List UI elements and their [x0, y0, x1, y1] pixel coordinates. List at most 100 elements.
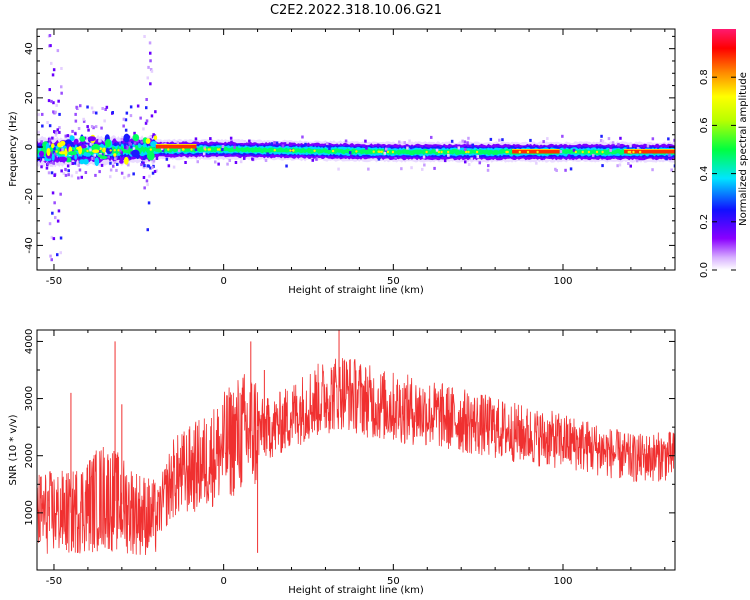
heatmap-speck [58, 126, 61, 130]
snr-x-ticks: -50 0 50 100 [46, 330, 666, 587]
heatmap-speck [430, 135, 433, 139]
heatmap-speck [80, 175, 83, 179]
heatmap-speck [49, 254, 52, 258]
heatmap-speck [47, 171, 51, 175]
heatmap-speck [636, 147, 640, 150]
heatmap-speck [91, 141, 94, 145]
heatmap-speck [87, 128, 90, 132]
heatmap-speck [457, 146, 460, 150]
heatmap-speck [147, 201, 151, 205]
heatmap-speck [609, 148, 612, 152]
heatmap-speck [668, 153, 671, 157]
heatmap-speck [167, 164, 171, 168]
heatmap-speck [50, 163, 53, 167]
heatmap-speck [140, 163, 143, 167]
heatmap-speck [113, 161, 117, 164]
heatmap-blob [46, 147, 51, 157]
heatmap-blob [79, 159, 85, 165]
heatmap-speck [651, 137, 655, 141]
heatmap-speck [40, 140, 43, 144]
heatmap-speck [125, 111, 129, 115]
heatmap-speck [52, 101, 55, 105]
heatmap-peak-dot [587, 150, 591, 154]
heatmap-speck [129, 114, 133, 118]
heatmap-blob [39, 150, 44, 157]
heatmap-peak-dot [149, 148, 152, 151]
heatmap-speck [365, 146, 368, 150]
heatmap-speck [50, 258, 53, 262]
heatmap-speck [45, 166, 49, 170]
heatmap-speck [561, 134, 564, 138]
heatmap-speck [37, 113, 41, 117]
heatmap-peak-dot [113, 149, 117, 152]
heatmap-speck [50, 161, 53, 165]
heatmap-speck [86, 105, 89, 109]
heatmap-speck [275, 141, 279, 145]
heatmap-speck [133, 141, 137, 145]
heatmap-speck [107, 155, 110, 159]
colorbar-tick-label: 0.4 [699, 166, 710, 182]
heatmap-speck [344, 139, 348, 143]
heatmap-speck [142, 127, 145, 131]
heatmap-speck [115, 168, 118, 172]
heatmap-speck [228, 159, 231, 162]
heatmap-speck [51, 211, 54, 215]
heatmap-speck [142, 176, 146, 179]
heatmap-speck [90, 106, 94, 110]
y-tick-label: 2000 [24, 443, 35, 468]
heatmap-speck [74, 119, 78, 123]
heatmap-blob [64, 148, 68, 157]
heatmap-peak-dot [86, 149, 89, 153]
heatmap-speck [77, 176, 80, 180]
heatmap-speck [52, 68, 56, 72]
heatmap-speck [79, 104, 82, 108]
heatmap-speck [89, 148, 92, 152]
heatmap-speck [146, 76, 149, 80]
heatmap-speck [270, 142, 274, 146]
heatmap-blob [68, 151, 77, 156]
heatmap-speck [116, 142, 120, 146]
heatmap-blob [131, 149, 140, 158]
heatmap-peak-dot [355, 150, 358, 153]
heatmap-speck [601, 139, 605, 143]
heatmap-speck [642, 146, 646, 150]
heatmap-speck [148, 41, 152, 45]
heatmap-speck [60, 91, 63, 95]
heatmap-speck [126, 145, 129, 149]
heatmap-speck [154, 110, 157, 114]
heatmap-blob [51, 153, 55, 161]
heatmap-speck [50, 61, 53, 65]
heatmap-speck [554, 167, 557, 171]
heatmap-blob [92, 149, 100, 153]
heatmap-speck [73, 161, 77, 165]
heatmap-speck [221, 145, 225, 148]
heatmap-speck [635, 159, 639, 163]
x-tick-label: -50 [46, 576, 62, 587]
heatmap-hot-segment-1 [512, 150, 560, 154]
heatmap-blob [153, 135, 158, 141]
heatmap-speck [422, 155, 426, 159]
heatmap-speck [646, 144, 650, 148]
heatmap-speck [149, 68, 153, 71]
heatmap-speck [145, 119, 149, 123]
heatmap-hot-segment-0 [155, 145, 197, 149]
heatmap-speck [150, 69, 154, 73]
heatmap-peak-dot [273, 149, 276, 152]
heatmap-peak-dot [117, 149, 120, 152]
heatmap-speck [147, 65, 150, 69]
heatmap-speck [74, 112, 77, 116]
heatmap-speck [463, 140, 467, 144]
heatmap-speck [56, 219, 60, 223]
heatmap-speck [61, 148, 64, 152]
heatmap-speck [563, 145, 566, 149]
heatmap-speck [56, 162, 60, 166]
heatmap-speck [75, 105, 78, 109]
heatmap-speck [145, 165, 148, 169]
heatmap-speck [143, 164, 146, 167]
heatmap-speck [470, 157, 473, 161]
heatmap-cells [37, 34, 675, 262]
y-tick-label: 40 [24, 42, 35, 55]
heatmap-speck [617, 143, 620, 147]
heatmap-speck [233, 143, 236, 147]
